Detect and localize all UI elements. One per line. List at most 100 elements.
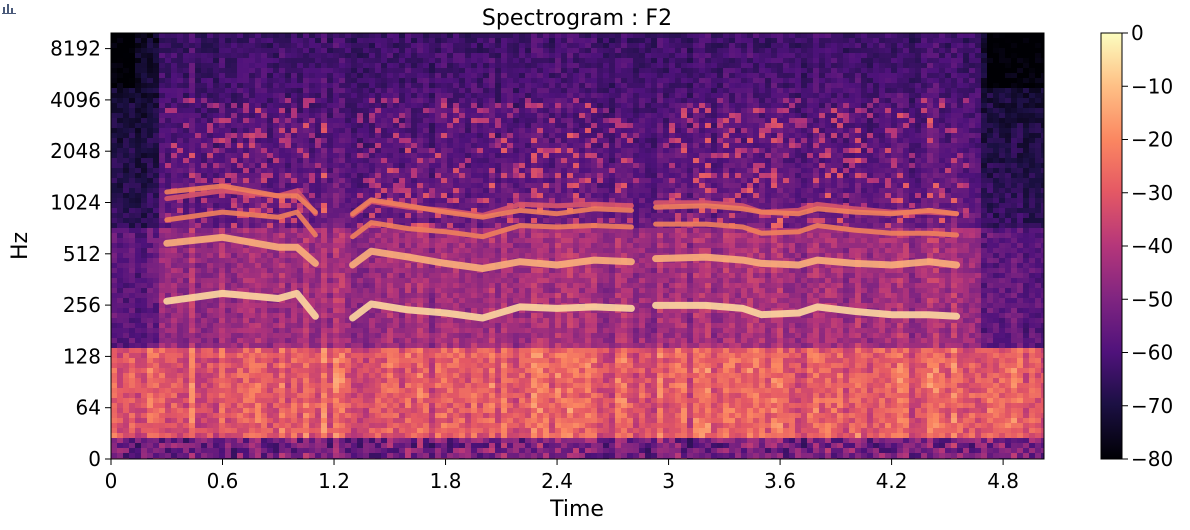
spectrogram-cell [225, 218, 232, 224]
spectrogram-cell [261, 338, 268, 344]
spectrogram-cell [243, 193, 250, 199]
spectrogram-cell [243, 123, 250, 129]
spectrogram-cell [225, 168, 232, 174]
spectrogram-cell [213, 313, 220, 319]
spectrogram-cell [429, 148, 436, 154]
spectrogram-cell [267, 108, 274, 114]
spectrogram-cell [195, 388, 202, 394]
spectrogram-cell [435, 68, 442, 74]
spectrogram-cell [267, 408, 274, 414]
spectrogram-cell [243, 218, 250, 224]
spectrogram-cell [435, 98, 442, 104]
spectrogram-cell [219, 423, 226, 429]
spectrogram-cell [153, 173, 160, 179]
spectrogram-cell [249, 138, 256, 144]
spectrogram-cell [177, 288, 184, 294]
spectrogram-cell [183, 83, 190, 89]
spectrogram-cell [147, 133, 154, 139]
spectrogram-cell [351, 408, 358, 414]
spectrogram-cell [429, 43, 436, 49]
spectrogram-cell [405, 233, 412, 239]
spectrogram-cell [195, 278, 202, 284]
spectrogram-cell [171, 133, 178, 139]
spectrogram-cell [171, 168, 178, 174]
spectrogram-cell [429, 98, 436, 104]
spectrogram-cell [447, 383, 454, 389]
spectrogram-cell [219, 393, 226, 399]
spectrogram-cell [405, 63, 412, 69]
spectrogram-cell [111, 108, 118, 114]
spectrogram-cell [303, 408, 310, 414]
spectrogram-cell [399, 113, 406, 119]
spectrogram-cell [147, 298, 154, 304]
spectrogram-cell [375, 68, 382, 74]
spectrogram-cell [435, 398, 442, 404]
spectrogram-cell [249, 348, 256, 354]
spectrogram-cell [135, 313, 142, 319]
spectrogram-cell [435, 388, 442, 394]
spectrogram-cell [447, 373, 454, 379]
spectrogram-cell [417, 413, 424, 419]
spectrogram-cell [351, 373, 358, 379]
spectrogram-cell [405, 383, 412, 389]
spectrogram-cell [411, 358, 418, 364]
spectrogram-cell [333, 73, 340, 79]
spectrogram-cell [399, 128, 406, 134]
spectrogram-cell [333, 303, 340, 309]
spectrogram-cell [411, 343, 418, 349]
spectrogram-cell [315, 278, 322, 284]
spectrogram-cell [393, 313, 400, 319]
spectrogram-cell [225, 93, 232, 99]
spectrogram-cell [249, 273, 256, 279]
spectrogram-cell [237, 38, 244, 44]
spectrogram-cell [297, 88, 304, 94]
spectrogram-cell [261, 448, 268, 454]
spectrogram-cell [369, 123, 376, 129]
spectrogram-cell [291, 123, 298, 129]
spectrogram-cell [339, 333, 346, 339]
spectrogram-cell [423, 143, 430, 149]
spectrogram-cell [453, 193, 460, 199]
spectrogram-cell [351, 453, 358, 459]
spectrogram-cell [297, 348, 304, 354]
spectrogram-cell [423, 328, 430, 334]
spectrogram-cell [243, 313, 250, 319]
spectrogram-cell [279, 128, 286, 134]
spectrogram-cell [135, 453, 142, 459]
spectrogram-cell [333, 408, 340, 414]
spectrogram-cell [141, 153, 148, 159]
spectrogram-cell [333, 283, 340, 289]
spectrogram-cell [429, 248, 436, 254]
spectrogram-cell [423, 413, 430, 419]
spectrogram-cell [363, 168, 370, 174]
spectrogram-cell [183, 318, 190, 324]
spectrogram-cell [387, 453, 394, 459]
spectrogram-cell [267, 38, 274, 44]
spectrogram-cell [279, 373, 286, 379]
spectrogram-cell [369, 173, 376, 179]
spectrogram-cell [249, 418, 256, 424]
spectrogram-cell [387, 278, 394, 284]
spectrogram-cell [279, 378, 286, 384]
spectrogram-cell [141, 358, 148, 364]
spectrogram-cell [117, 443, 124, 449]
spectrogram-cell [231, 278, 238, 284]
spectrogram-cell [111, 333, 118, 339]
spectrogram-cell [213, 83, 220, 89]
spectrogram-cell [435, 318, 442, 324]
spectrogram-cell [159, 428, 166, 434]
spectrogram-cell [171, 63, 178, 69]
spectrogram-cell [213, 113, 220, 119]
spectrogram-cell [429, 338, 436, 344]
spectrogram-cell [249, 408, 256, 414]
spectrogram-cell [261, 223, 268, 229]
spectrogram-cell [183, 118, 190, 124]
spectrogram-cell [363, 278, 370, 284]
spectrogram-cell [141, 268, 148, 274]
spectrogram-cell [237, 423, 244, 429]
spectrogram-cell [111, 143, 118, 149]
spectrogram-cell [237, 453, 244, 459]
spectrogram-cell [189, 103, 196, 109]
spectrogram-cell [369, 103, 376, 109]
spectrogram-cell [273, 443, 280, 449]
